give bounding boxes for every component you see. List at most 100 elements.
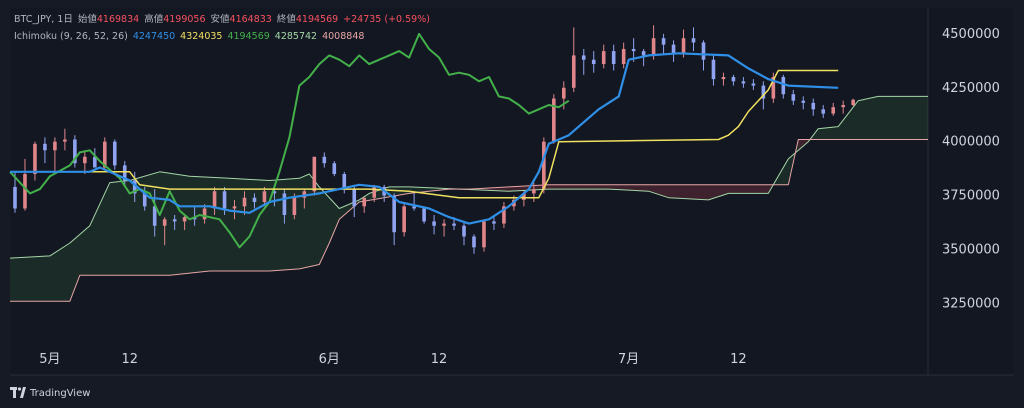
cloud-segment bbox=[858, 99, 864, 140]
cloud-segment bbox=[718, 184, 724, 197]
base-value: 4324035 bbox=[180, 31, 223, 42]
cloud-segment bbox=[279, 179, 285, 271]
candle-body bbox=[552, 98, 556, 142]
y-tick-label: 4250000 bbox=[942, 81, 1000, 96]
cloud-segment bbox=[748, 184, 754, 194]
cloud-segment bbox=[863, 98, 869, 140]
cloud-segment bbox=[129, 179, 135, 276]
candle-body bbox=[172, 219, 177, 222]
cloud-segment bbox=[69, 238, 75, 302]
cloud-segment bbox=[633, 184, 639, 191]
cloud-segment bbox=[723, 184, 729, 196]
cloud-segment bbox=[488, 187, 494, 191]
cloud-segment bbox=[888, 96, 894, 140]
base-line bbox=[10, 69, 839, 199]
candle-body bbox=[262, 191, 267, 203]
cloud-segment bbox=[74, 234, 80, 289]
cloud-segment bbox=[334, 203, 340, 232]
cloud-segment bbox=[698, 184, 704, 200]
cloud-segment bbox=[189, 176, 195, 274]
cloud-segment bbox=[493, 187, 499, 191]
candle-body bbox=[93, 156, 97, 168]
price-axis-area bbox=[928, 8, 1014, 375]
indicator-label[interactable]: Ichimoku (9, 26, 52, 26) bbox=[14, 31, 128, 42]
candle-body bbox=[771, 76, 776, 99]
cloud-segment bbox=[124, 180, 130, 276]
cloud-segment bbox=[109, 182, 115, 276]
candle-body bbox=[292, 197, 297, 215]
cloud-segment bbox=[64, 242, 70, 302]
cloud-segment bbox=[89, 214, 95, 276]
cloud-segment bbox=[598, 184, 604, 190]
cloud-segment bbox=[558, 184, 564, 190]
cloud-segment bbox=[244, 179, 250, 272]
candle-body bbox=[402, 206, 406, 233]
cloud-segment bbox=[743, 184, 749, 194]
cloud-segment bbox=[49, 252, 55, 302]
cloud-segment bbox=[119, 181, 125, 276]
candle-body bbox=[502, 206, 506, 224]
cloud-segment bbox=[603, 184, 609, 190]
close-label: 終値 bbox=[276, 14, 296, 25]
cloud-segment bbox=[868, 97, 874, 140]
symbol-label[interactable]: BTC_JPY, 1日 bbox=[14, 14, 73, 25]
candle-body bbox=[641, 51, 646, 56]
cloud-segment bbox=[324, 192, 330, 254]
candle-body bbox=[542, 141, 546, 190]
cloud-segment bbox=[818, 128, 824, 140]
cloud-segment bbox=[648, 184, 654, 193]
x-tick-label: 12 bbox=[730, 352, 747, 367]
candle-body bbox=[242, 197, 247, 207]
candle-body bbox=[631, 48, 636, 52]
cloud-segment bbox=[713, 184, 719, 199]
cloud-segment bbox=[708, 184, 714, 200]
candle-body bbox=[621, 48, 626, 65]
y-tick-label: 3500000 bbox=[942, 242, 1000, 257]
candle-body bbox=[53, 141, 57, 151]
cloud-segment bbox=[249, 179, 255, 272]
candle-body bbox=[142, 193, 147, 207]
cloud-segment bbox=[738, 184, 744, 194]
cloud-segment bbox=[693, 184, 699, 200]
candle-body bbox=[33, 143, 37, 174]
candle-body bbox=[462, 225, 466, 237]
x-tick-label: 5月 bbox=[39, 352, 60, 367]
candle-body bbox=[442, 223, 446, 226]
cloud-segment bbox=[79, 230, 85, 276]
cloud-segment bbox=[533, 185, 539, 190]
cloud-segment bbox=[29, 256, 35, 302]
cloud-segment bbox=[828, 127, 834, 140]
candle-body bbox=[661, 38, 666, 45]
cloud-segment bbox=[918, 96, 924, 140]
cloud-segment bbox=[84, 225, 90, 276]
tradingview-attribution[interactable]: TradingView bbox=[10, 387, 90, 399]
cloud-segment bbox=[623, 184, 629, 191]
cloud-segment bbox=[204, 176, 210, 272]
cloud-segment bbox=[733, 184, 739, 194]
candle-body bbox=[252, 197, 257, 203]
candle-body bbox=[312, 156, 317, 192]
cloud-segment bbox=[259, 179, 265, 272]
candle-body bbox=[13, 186, 17, 209]
candle-body bbox=[362, 197, 367, 207]
candle-body bbox=[332, 163, 337, 174]
candle-body bbox=[811, 102, 816, 110]
cloud-segment bbox=[239, 178, 245, 272]
candle-body bbox=[731, 76, 736, 82]
candle-body bbox=[741, 81, 746, 84]
candle-body bbox=[601, 51, 606, 65]
cloud-segment bbox=[583, 184, 589, 190]
cloud-segment bbox=[284, 179, 290, 270]
cloud-segment bbox=[618, 184, 624, 190]
cloud-segment bbox=[678, 184, 684, 199]
candle-body bbox=[591, 59, 596, 65]
cloud-segment bbox=[878, 96, 884, 140]
cloud-segment bbox=[314, 180, 320, 266]
candle-body bbox=[73, 139, 77, 164]
cloud-segment bbox=[419, 187, 425, 193]
cloud-segment bbox=[763, 184, 769, 194]
cloud-segment bbox=[104, 182, 110, 276]
cloud-segment bbox=[229, 178, 235, 272]
indicator-legend: Ichimoku (9, 26, 52, 26) 4247450 4324035 41… bbox=[14, 30, 369, 43]
